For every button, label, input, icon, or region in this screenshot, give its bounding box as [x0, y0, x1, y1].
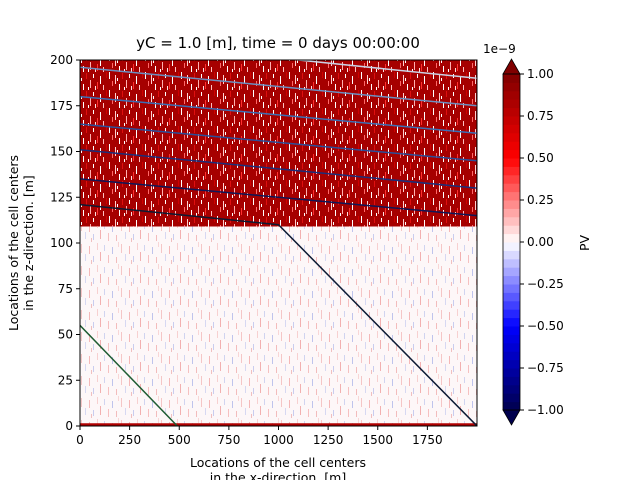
colorbar-band	[503, 216, 520, 226]
colorbar-band	[503, 242, 520, 251]
colorbar-band	[503, 99, 520, 109]
colorbar-band	[503, 174, 520, 184]
colorbar-tick-label: −1.00	[527, 403, 564, 417]
x-tick-label: 1000	[263, 433, 294, 447]
x-axis-label-line-2: in the x-direction. [m]	[210, 470, 346, 480]
colorbar: −1.00 −0.75 −0.50 −0.25 0.00 0.25 0.50 0.75 1.00	[502, 58, 564, 426]
colorbar-band	[503, 250, 520, 260]
contour-line	[298, 60, 477, 80]
colorbar-tick-label: −0.25	[527, 277, 564, 291]
colorbar-band	[503, 275, 520, 285]
colorbar-band	[503, 141, 520, 151]
colorbar-band	[503, 317, 520, 327]
x-tick-label: 750	[217, 433, 240, 447]
colorbar-band	[503, 401, 520, 411]
pv-field	[80, 60, 477, 426]
y-axis-label-line-1: Locations of the cell centers	[6, 155, 21, 331]
x-tick-label: 1750	[412, 433, 443, 447]
field-bottom-row	[80, 423, 477, 426]
colorbar-extend-min	[502, 409, 521, 426]
colorbar-tick-label: 0.75	[527, 109, 554, 123]
contour-line	[80, 66, 477, 107]
colorbar-band	[503, 292, 520, 302]
colorbar-band	[503, 326, 520, 335]
field-region-near-zero	[80, 226, 477, 426]
x-tick-label: 0	[76, 433, 84, 447]
contour-line	[80, 178, 477, 217]
colorbar-band	[503, 368, 520, 377]
colorbar-extend-max	[502, 58, 521, 75]
y-axis-label-line-2: in the z-direction. [m]	[21, 175, 36, 311]
colorbar-tick-label: 0.25	[527, 193, 554, 207]
y-tick-label: 150	[50, 145, 73, 159]
chart-title: yC = 1.0 [m], time = 0 days 00:00:00	[136, 34, 420, 52]
colorbar-band	[503, 393, 520, 403]
colorbar-tick-label: 1.00	[527, 67, 554, 81]
contour-line	[80, 148, 477, 189]
contour-line	[80, 123, 477, 162]
x-tick-label: 1250	[313, 433, 344, 447]
y-tick-label: 175	[50, 99, 73, 113]
x-axis-label-line-1: Locations of the cell centers	[190, 455, 366, 470]
colorbar-band	[503, 309, 520, 319]
colorbar-tick-label: 0.00	[527, 235, 554, 249]
y-tick-label: 50	[58, 328, 73, 342]
colorbar-band	[503, 359, 520, 369]
colorbar-band	[503, 82, 520, 92]
colorbar-band	[503, 351, 520, 361]
colorbar-band	[503, 284, 520, 293]
y-tick-label: 200	[50, 53, 73, 67]
colorbar-band	[503, 258, 520, 268]
contour-line	[80, 324, 178, 426]
colorbar-band	[503, 200, 520, 209]
colorbar-band	[503, 124, 520, 134]
colorbar-band	[503, 149, 520, 159]
y-axis: 0 25 50 75 100 125 150 175 200	[50, 53, 80, 433]
colorbar-band	[503, 90, 520, 100]
y-tick-label: 75	[58, 282, 73, 296]
colorbar-band	[503, 376, 520, 386]
x-tick-label: 1500	[362, 433, 393, 447]
contour-line	[80, 95, 477, 134]
y-tick-label: 125	[50, 190, 73, 204]
colorbar-band	[503, 116, 520, 125]
colorbar-band	[503, 74, 520, 83]
y-tick-label: 100	[50, 236, 73, 250]
x-tick-label: 250	[118, 433, 141, 447]
colorbar-band	[503, 384, 520, 394]
y-tick-label: 25	[58, 373, 73, 387]
y-tick-label: 0	[65, 419, 73, 433]
colorbar-band	[503, 300, 520, 310]
colorbar-band	[503, 267, 520, 277]
colorbar-tick-label: −0.50	[527, 319, 564, 333]
colorbar-exponent: 1e−9	[483, 42, 516, 56]
colorbar-band	[503, 334, 520, 344]
colorbar-band	[503, 342, 520, 352]
colorbar-tick-label: −0.75	[527, 361, 564, 375]
colorbar-band	[503, 183, 520, 193]
plot-area	[79, 59, 478, 427]
x-axis: 0 250 500 750 1000 1250 1500 1750	[76, 426, 443, 447]
colorbar-band	[503, 208, 520, 218]
colorbar-band	[503, 132, 520, 142]
colorbar-band	[503, 233, 520, 243]
colorbar-band	[503, 158, 520, 167]
colorbar-band	[503, 191, 520, 201]
colorbar-band	[503, 166, 520, 176]
field-region-high	[80, 60, 477, 227]
colorbar-band	[503, 107, 520, 117]
x-tick-label: 500	[168, 433, 191, 447]
colorbar-band	[503, 225, 520, 235]
colorbar-tick-label: 0.50	[527, 151, 554, 165]
colorbar-label: PV	[577, 235, 592, 252]
contour-line	[80, 203, 477, 426]
contour-lines	[80, 60, 477, 426]
